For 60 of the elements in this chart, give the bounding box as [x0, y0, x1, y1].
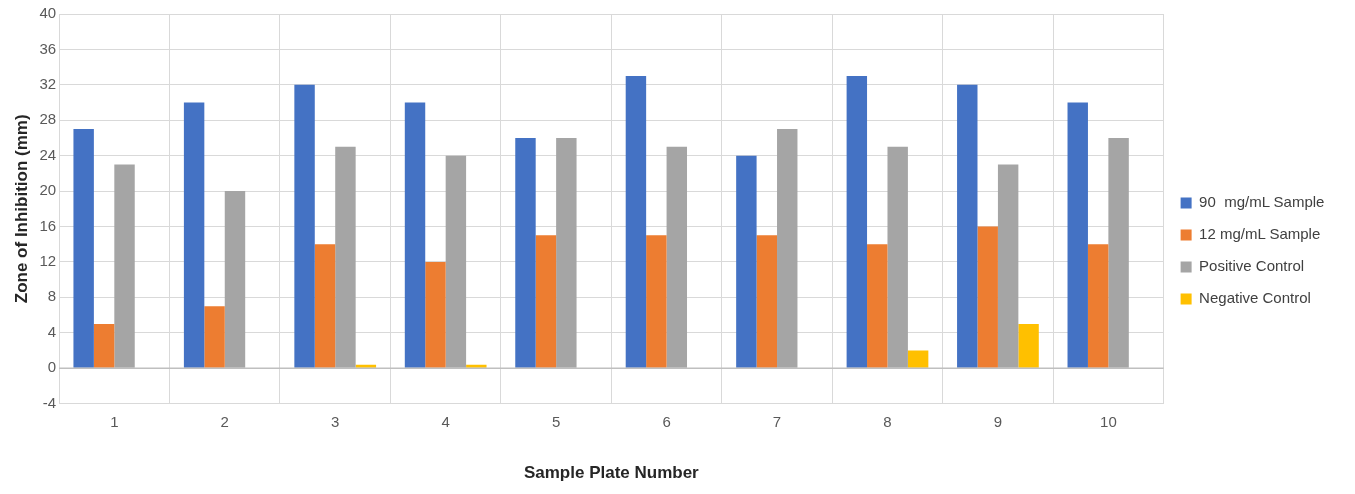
bar — [224, 191, 246, 368]
x-tick-label: 4 — [441, 412, 450, 430]
y-tick-label: 4 — [47, 322, 57, 340]
bar — [625, 75, 647, 368]
bar — [1018, 323, 1039, 368]
bar — [515, 137, 536, 368]
bar — [114, 164, 135, 368]
y-tick-label: 8 — [47, 287, 57, 305]
x-tick-label: 3 — [331, 412, 340, 430]
bar — [1087, 244, 1109, 368]
y-tick-label: -4 — [42, 393, 57, 411]
bar — [997, 164, 1019, 368]
bar — [646, 235, 667, 368]
y-tick-label: 0 — [47, 358, 57, 376]
x-tick-label: 7 — [772, 412, 782, 430]
bar — [183, 102, 205, 368]
bar — [736, 155, 757, 368]
bar — [1067, 102, 1088, 368]
y-tick-label: 36 — [39, 39, 57, 57]
bar — [425, 261, 446, 368]
legend-label: 90 mg/mL Sample — [1199, 193, 1325, 211]
bar — [93, 323, 115, 368]
bar — [867, 244, 888, 368]
bar — [314, 244, 336, 368]
bar — [977, 226, 998, 368]
bar — [335, 146, 356, 368]
y-axis-title: Zone of Inhibition (mm) — [11, 114, 31, 304]
y-tick-label: 12 — [39, 252, 57, 270]
bar — [294, 84, 315, 368]
bar — [846, 75, 868, 368]
bar — [777, 129, 798, 368]
bar — [1108, 137, 1129, 368]
y-tick-label: 32 — [39, 74, 57, 92]
legend-label: 12 mg/mL Sample — [1199, 225, 1321, 243]
bar — [73, 129, 94, 368]
legend-label: Negative Control — [1199, 289, 1311, 307]
bar — [535, 235, 557, 368]
bar — [957, 84, 978, 368]
bar — [204, 306, 225, 368]
bar — [404, 102, 426, 368]
y-tick-label: 20 — [39, 181, 57, 199]
bar — [887, 146, 908, 368]
x-axis-title: Sample Plate Number — [523, 463, 700, 483]
bar — [756, 235, 778, 368]
y-tick-label: 40 — [39, 4, 57, 22]
x-tick-label: 10 — [1100, 412, 1117, 430]
y-tick-label: 28 — [39, 110, 57, 128]
bar — [556, 137, 577, 368]
x-tick-label: 6 — [662, 412, 671, 430]
x-tick-label: 2 — [220, 412, 229, 430]
legend-label: Positive Control — [1199, 257, 1305, 275]
y-tick-label: 24 — [39, 145, 57, 163]
y-tick-label: 16 — [39, 216, 57, 234]
x-tick-label: 9 — [993, 412, 1003, 430]
bar — [907, 350, 929, 368]
x-tick-label: 5 — [551, 412, 561, 430]
x-tick-label: 1 — [110, 412, 119, 430]
bar — [445, 155, 467, 368]
bar — [666, 146, 688, 368]
x-tick-label: 8 — [883, 412, 892, 430]
